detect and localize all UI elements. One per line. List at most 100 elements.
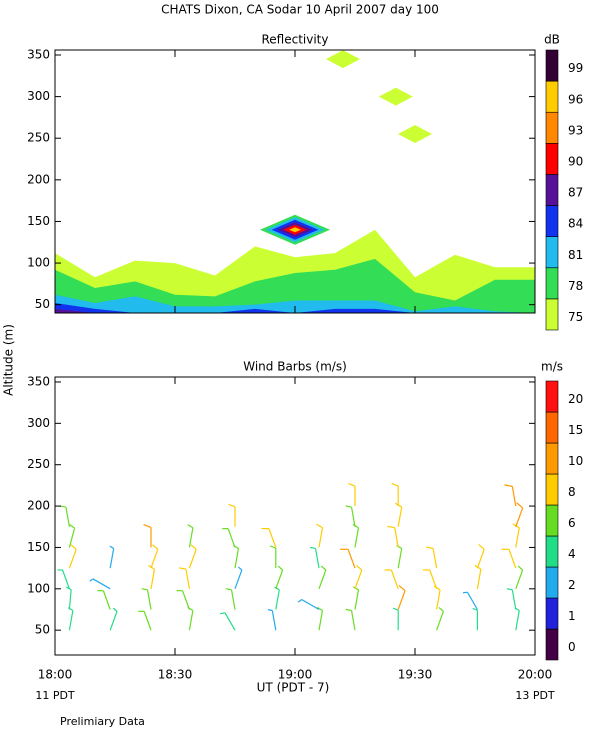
barb-staff: [515, 527, 520, 548]
reflectivity-spot: [326, 50, 360, 69]
reflectivity-spot: [289, 227, 301, 233]
barb-staff: [102, 590, 111, 610]
colorbar-box: [545, 442, 559, 475]
barb-staff: [275, 589, 280, 610]
barb-staff: [268, 528, 277, 548]
colorbar-box: [545, 597, 559, 630]
barb-flag: [472, 607, 478, 611]
barb-staff: [181, 590, 190, 610]
barb-flag: [178, 567, 187, 570]
colorbar-box: [545, 111, 559, 144]
barb-staff: [68, 589, 72, 610]
barb-flag: [345, 608, 352, 612]
barb-flag: [219, 612, 226, 615]
x-tick-label: 18:00: [38, 668, 73, 682]
barb-flag: [426, 546, 434, 550]
y-tick-label: 350: [27, 47, 50, 61]
barb-staff: [188, 549, 197, 569]
y-tick-label: 300: [27, 416, 50, 430]
barb-flag: [143, 524, 152, 529]
colorbar-tick-label: 90: [568, 155, 583, 169]
colorbar-box: [545, 535, 559, 568]
barb-flag: [353, 586, 359, 591]
x-tick-label: 19:30: [398, 668, 433, 682]
barb-flag: [274, 586, 280, 591]
barb-staff: [511, 589, 517, 610]
barb-flag: [517, 565, 524, 571]
colorbar-label: m/s: [541, 360, 563, 374]
barb-staff: [230, 589, 236, 610]
x-tick-label: 20:00: [518, 668, 553, 682]
colorbar-box: [545, 143, 559, 175]
barb-staff: [394, 527, 399, 548]
y-tick-label: 50: [35, 297, 50, 311]
barb-staff: [515, 507, 524, 527]
barb-flag: [59, 505, 67, 508]
plot-frame: [54, 376, 536, 656]
barb-staff: [350, 506, 356, 527]
barb-staff: [436, 611, 445, 631]
colorbar-tick-label: 20: [568, 392, 583, 406]
barb-staff: [511, 486, 517, 507]
barb-flag: [478, 543, 485, 550]
barb-flag: [109, 545, 114, 549]
colorbar-box: [545, 628, 559, 661]
barb-flag: [506, 588, 513, 591]
colorbar-tick-label: 2: [568, 578, 576, 592]
colorbar-tick-label: 78: [568, 279, 583, 293]
barb-flag: [316, 523, 323, 529]
barb-flag: [438, 607, 444, 612]
barb-flag: [228, 503, 236, 508]
barb-flag: [238, 566, 243, 571]
barb-staff: [185, 569, 190, 589]
colorbar-tick-label: 75: [568, 310, 583, 324]
barb-flag: [516, 502, 524, 509]
y-tick-label: 250: [27, 131, 50, 145]
barb-flag: [112, 607, 118, 612]
barb-flag: [504, 484, 513, 487]
barb-staff: [476, 549, 485, 569]
barb-staff: [150, 569, 156, 589]
barb-flag: [391, 483, 399, 487]
barb-staff: [109, 548, 115, 569]
contour-band: [55, 303, 535, 313]
colorbar-box: [545, 49, 559, 82]
barb-flag: [141, 588, 148, 591]
colorbar-tick-label: 96: [568, 92, 583, 106]
colorbar-box: [545, 236, 559, 269]
barb-staff: [515, 610, 520, 631]
reflectivity-spot: [378, 87, 413, 106]
barb-staff: [347, 549, 356, 569]
barb-flag: [320, 565, 327, 571]
barb-staff: [234, 569, 243, 590]
colorbar-tick-label: 8: [568, 485, 576, 499]
colorbar-tick-label: 6: [568, 516, 576, 530]
barb-flag: [225, 588, 232, 591]
barb-staff: [436, 589, 441, 610]
colorbar-box: [545, 298, 559, 331]
barb-flag: [398, 585, 406, 592]
barb-flag: [187, 524, 194, 529]
x-tick-label: 19:00: [278, 668, 313, 682]
barb-staff: [146, 589, 152, 610]
barb-flag: [190, 544, 197, 550]
barb-flag: [317, 606, 323, 611]
y-tick-label: 200: [27, 172, 50, 186]
barb-flag: [70, 544, 77, 550]
y-tick-label: 350: [27, 374, 50, 388]
barb-staff: [227, 528, 236, 548]
barb-flag: [348, 483, 356, 487]
barb-staff: [350, 610, 356, 631]
barb-staff: [466, 591, 478, 610]
colorbar-box: [545, 566, 559, 599]
barb-flag: [297, 599, 303, 603]
colorbar-tick-label: 0: [568, 640, 576, 654]
barb-staff: [92, 578, 111, 590]
colorbar-box: [545, 473, 559, 506]
colorbar-box: [545, 411, 559, 444]
barb-staff: [397, 590, 406, 610]
barb-staff: [188, 527, 194, 548]
footnote: Prelimiary Data: [60, 715, 145, 728]
barb-staff: [301, 598, 320, 611]
